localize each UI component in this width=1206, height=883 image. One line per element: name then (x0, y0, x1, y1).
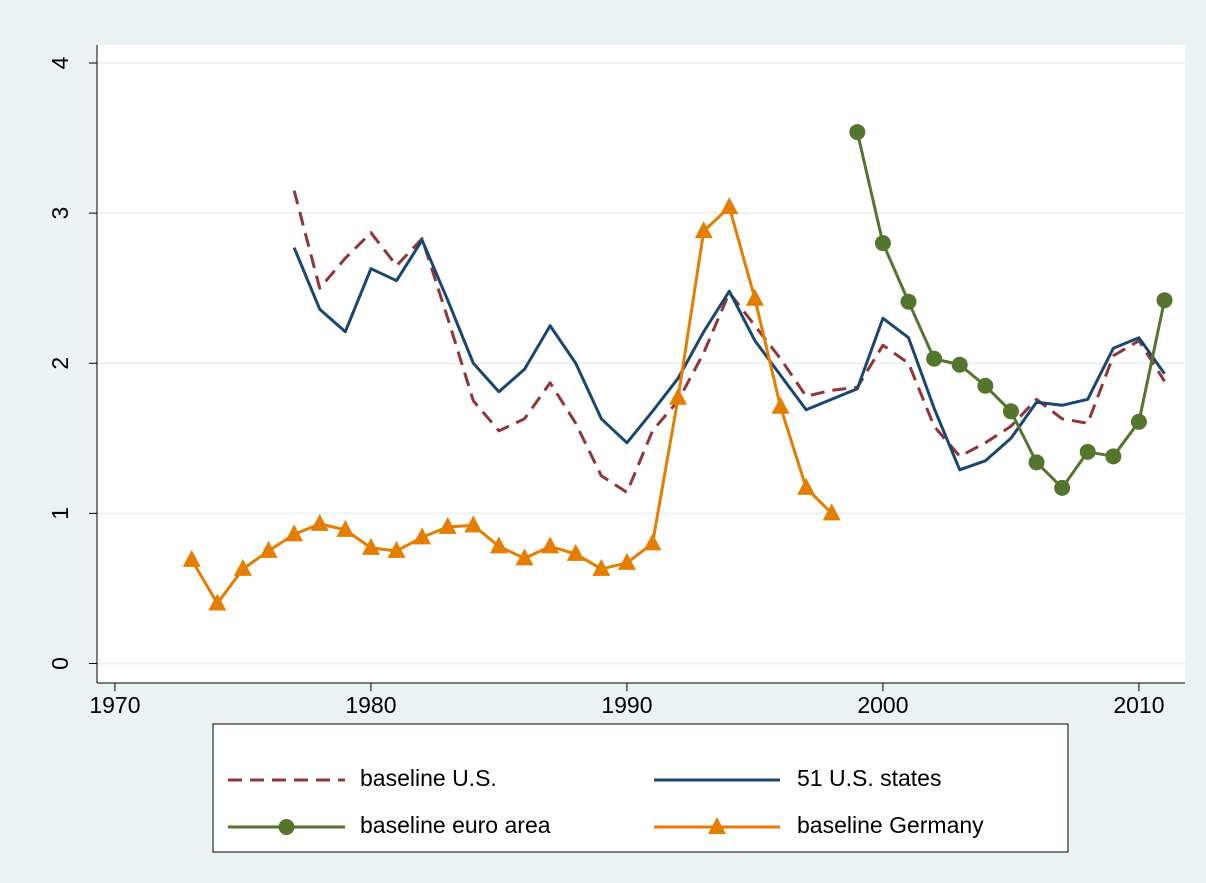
y-tick-label: 4 (47, 56, 73, 69)
data-point (1130, 413, 1147, 430)
data-point (438, 516, 457, 534)
data-point (515, 548, 534, 566)
data-point (1028, 454, 1045, 471)
data-point (926, 350, 943, 367)
data-point (592, 558, 611, 576)
data-point (387, 540, 406, 558)
x-tick-label: 1970 (89, 692, 140, 718)
legend-marker (708, 817, 726, 834)
legend-marker (278, 819, 295, 835)
data-point (361, 537, 380, 555)
data-point (874, 235, 891, 252)
data-point (208, 593, 227, 611)
data-point (336, 519, 355, 537)
data-point (643, 533, 662, 551)
y-tick-label: 0 (47, 657, 73, 670)
data-point (694, 221, 713, 239)
y-tick-label: 3 (47, 207, 73, 220)
data-point (951, 356, 968, 373)
data-point (977, 377, 994, 394)
legend-label: 51 U.S. states (797, 765, 941, 791)
y-tick-label: 2 (47, 357, 73, 370)
series-line (292, 190, 1166, 494)
data-point (489, 536, 508, 554)
data-point (310, 513, 329, 531)
data-point (900, 293, 917, 310)
legend (212, 723, 1069, 853)
data-point (1105, 448, 1122, 465)
legend-label: baseline Germany (797, 812, 984, 838)
data-point (233, 558, 252, 576)
data-point (745, 288, 764, 306)
y-tick-label: 1 (47, 507, 73, 520)
data-point (849, 124, 866, 141)
data-point (617, 552, 636, 570)
data-point (720, 197, 739, 215)
data-point (669, 387, 688, 405)
x-tick-label: 2000 (857, 692, 908, 718)
legend-label: baseline euro area (360, 812, 551, 838)
data-point (822, 503, 841, 521)
data-point (541, 536, 560, 554)
data-point (259, 540, 278, 558)
data-point (797, 477, 816, 495)
data-point (1054, 479, 1071, 496)
data-point (285, 524, 304, 542)
data-point (182, 549, 201, 567)
x-tick-label: 1980 (345, 692, 396, 718)
data-point (771, 396, 790, 414)
data-point (1079, 443, 1096, 460)
x-tick-label: 1990 (601, 692, 652, 718)
data-point (1002, 403, 1019, 420)
data-point (1156, 292, 1173, 309)
x-tick-label: 2010 (1113, 692, 1164, 718)
data-point (413, 527, 432, 545)
data-point (566, 543, 585, 561)
legend-label: baseline U.S. (360, 765, 497, 791)
data-point (464, 515, 483, 533)
